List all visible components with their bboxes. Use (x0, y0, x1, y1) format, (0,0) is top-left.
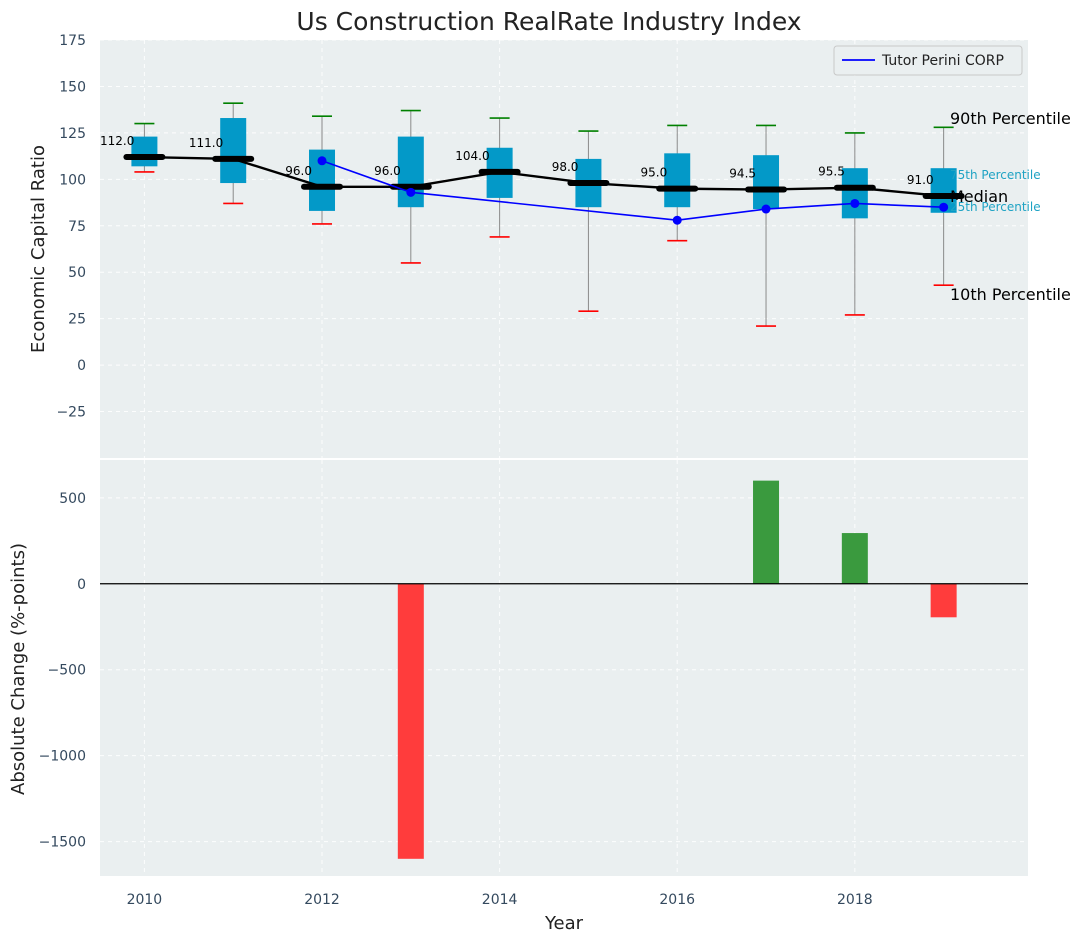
change-bar (841, 533, 868, 584)
median-value-label: 96.0 (374, 164, 401, 178)
annotation-p25: 25th Percentile (950, 200, 1041, 214)
iqr-box (131, 136, 158, 167)
x-tick-label: 2010 (127, 892, 163, 908)
top-y-tick-label: 0 (77, 358, 86, 374)
annotation-p75: 75th Percentile (950, 168, 1041, 182)
bottom-y-tick-label: 500 (59, 491, 86, 507)
top-y-tick-label: −25 (56, 405, 86, 421)
median-value-label: 95.5 (818, 165, 845, 179)
median-value-label: 111.0 (189, 136, 223, 150)
change-bar (397, 583, 424, 859)
company-point (761, 204, 771, 214)
top-y-tick-label: 100 (59, 172, 86, 188)
bottom-y-ticks: −1500 −1000 −500 0 500 (39, 491, 86, 851)
annotation-p90: 90th Percentile (950, 109, 1071, 128)
median-labels: 112.0 111.0 96.0 96.0 104.0 98.0 95.0 94.5 95.5 9… (100, 134, 934, 187)
change-bar (930, 583, 957, 618)
top-y-tick-label: 175 (59, 33, 86, 49)
top-y-tick-label: 50 (68, 265, 86, 281)
legend: Tutor Perini CORP (833, 45, 1023, 76)
annotation-p10: 10th Percentile (950, 285, 1071, 304)
company-point (850, 198, 860, 208)
company-line (321, 160, 944, 222)
company-point (317, 156, 327, 166)
bottom-y-tick-label: −1000 (39, 749, 86, 765)
bottom-y-tick-label: 0 (77, 577, 86, 593)
median-value-label: 104.0 (455, 149, 489, 163)
top-y-tick-label: 25 (68, 312, 86, 328)
top-plot-area (100, 40, 1028, 458)
x-tick-label: 2016 (659, 892, 695, 908)
company-point (672, 215, 682, 225)
median-value-label: 95.0 (641, 166, 668, 180)
chart-title: Us Construction RealRate Industry Index (296, 7, 801, 36)
top-grid (100, 39, 1028, 458)
x-ticks: 2010 2012 2014 2016 2018 (127, 892, 873, 908)
change-bar (753, 480, 780, 584)
top-y-tick-label: 75 (68, 219, 86, 235)
x-tick-label: 2012 (304, 892, 340, 908)
median-value-label: 91.0 (907, 173, 934, 187)
company-point (939, 202, 949, 212)
x-tick-label: 2018 (837, 892, 873, 908)
company-point (406, 187, 416, 197)
x-axis-label: Year (544, 913, 584, 934)
top-y-tick-label: 125 (59, 126, 86, 142)
iqr-box (753, 155, 780, 210)
median-value-label: 94.5 (729, 167, 756, 181)
x-tick-label: 2014 (482, 892, 518, 908)
top-y-axis-label: Economic Capital Ratio (28, 145, 49, 353)
median-trend-line (144, 155, 944, 198)
median-value-label: 112.0 (100, 134, 134, 148)
iqr-box (841, 168, 868, 219)
iqr-box (220, 118, 247, 184)
bottom-y-axis-label: Absolute Change (%-points) (8, 543, 29, 795)
bottom-y-tick-label: −500 (48, 663, 86, 679)
bottom-plot-area (100, 460, 1028, 876)
bottom-y-tick-label: −1500 (39, 835, 86, 851)
iqr-box (664, 153, 691, 208)
top-y-ticks: −25 0 25 50 75 100 125 150 175 (56, 33, 86, 421)
change-bars (397, 480, 957, 859)
legend-label: Tutor Perini CORP (881, 53, 1004, 69)
median-line (144, 155, 944, 198)
median-value-label: 98.0 (552, 160, 579, 174)
legend-frame (833, 45, 1023, 76)
company-series (317, 156, 949, 225)
top-y-tick-label: 150 (59, 79, 86, 95)
box-plots (123, 102, 965, 327)
annotation-median: Median (950, 187, 1008, 206)
median-value-label: 96.0 (285, 164, 312, 178)
